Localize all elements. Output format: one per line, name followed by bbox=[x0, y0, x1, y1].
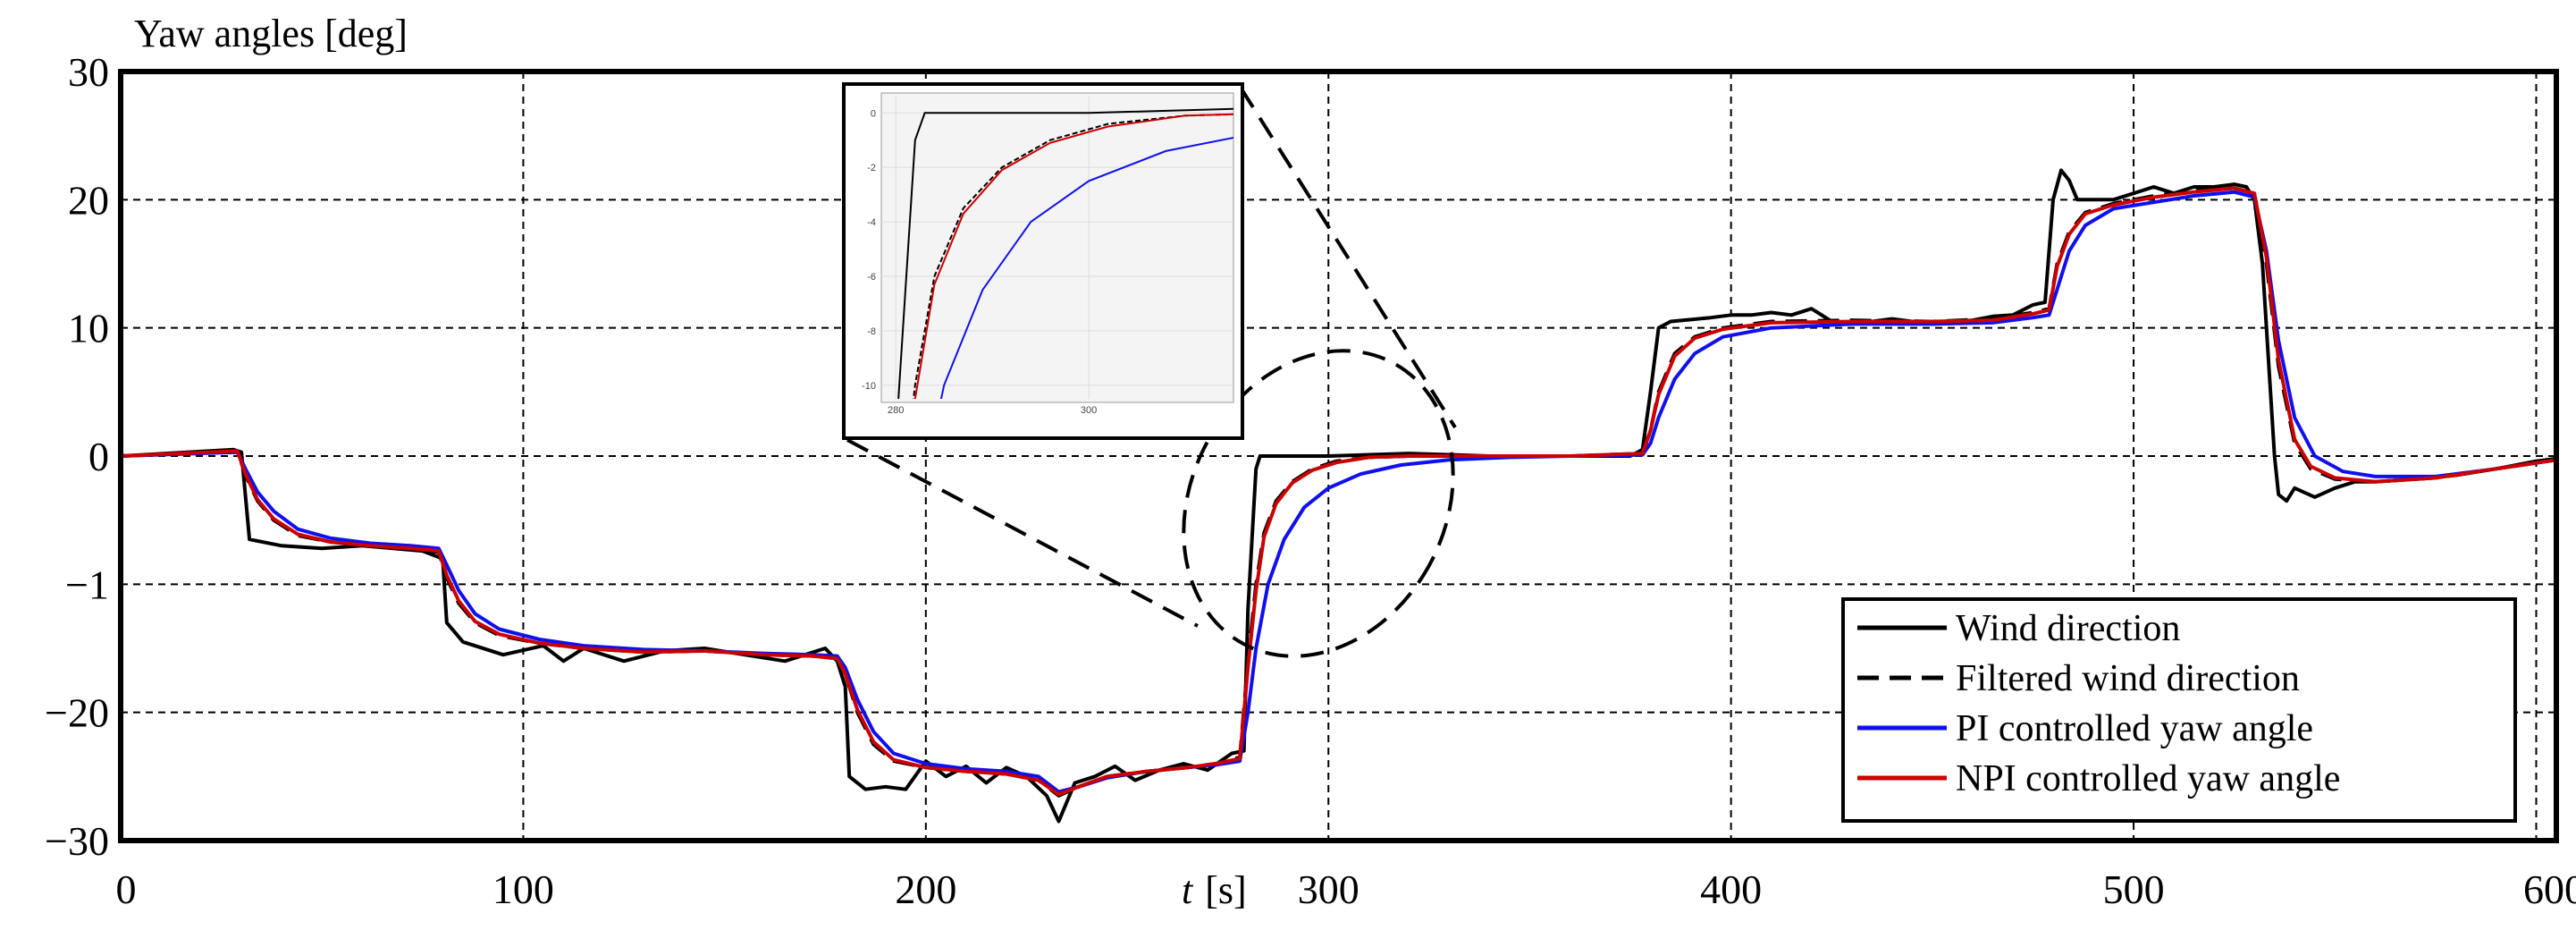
inset-series-line-3 bbox=[913, 113, 1233, 399]
legend: Wind direction Filtered wind direction PI … bbox=[1841, 597, 2517, 823]
x-tick-label: 300 bbox=[1298, 867, 1360, 912]
inset-series-line-1 bbox=[912, 113, 1233, 399]
x-tick-label: 600 bbox=[2523, 867, 2576, 912]
series-line-3 bbox=[120, 186, 2557, 797]
inset-series-lines bbox=[897, 107, 1233, 399]
plot-frame bbox=[118, 69, 2559, 843]
x-axis-unit: [s] bbox=[1205, 868, 1246, 912]
x-tick-label: 100 bbox=[492, 867, 554, 912]
legend-box bbox=[1841, 597, 2517, 823]
zoom-region-ellipse bbox=[1182, 349, 1455, 658]
zoom-connector-bottom bbox=[846, 438, 1199, 628]
inset-y-tick-label: -4 bbox=[867, 217, 876, 228]
y-axis-label: Yaw angles [deg] bbox=[134, 12, 408, 55]
legend-label-0: Wind direction bbox=[1956, 608, 2180, 649]
inset-y-tick-label: -10 bbox=[862, 381, 876, 392]
inset-series-line-2 bbox=[939, 136, 1233, 399]
inset-x-tick-label: 300 bbox=[1081, 405, 1097, 416]
inset-ticks: 0 -2 -4 -6 -8 -10 280 300 bbox=[862, 108, 1097, 416]
x-axis-ticks: 0 100 200 300 400 500 600 bbox=[116, 867, 2576, 912]
x-axis-variable: t bbox=[1182, 868, 1194, 912]
y-tick-label: 0 bbox=[88, 434, 109, 479]
y-tick-label: −1 bbox=[65, 562, 109, 607]
zoom-inset: 0 -2 -4 -6 -8 -10 280 300 bbox=[842, 82, 1244, 440]
zoom-connector-top bbox=[1239, 86, 1457, 429]
y-tick-label: −20 bbox=[45, 690, 109, 736]
inset-y-tick-label: 0 bbox=[871, 108, 876, 119]
y-tick-label: −30 bbox=[45, 818, 109, 864]
x-tick-label: 0 bbox=[116, 867, 137, 912]
y-axis-ticks: 30 20 10 0 −1 −20 −30 bbox=[45, 49, 109, 864]
inset-y-tick-label: -6 bbox=[867, 272, 876, 283]
y-tick-label: 30 bbox=[68, 49, 109, 95]
y-tick-label: 10 bbox=[68, 306, 109, 351]
inset-plot-area bbox=[880, 92, 1234, 403]
legend-label-2: PI controlled yaw angle bbox=[1956, 708, 2313, 749]
inset-series-line-0 bbox=[897, 107, 1233, 399]
inset-x-tick-label: 280 bbox=[888, 405, 904, 416]
legend-label-3: NPI controlled yaw angle bbox=[1956, 758, 2340, 799]
legend-label-1: Filtered wind direction bbox=[1956, 658, 2300, 699]
inset-y-tick-label: -8 bbox=[867, 326, 876, 337]
series-lines bbox=[120, 168, 2557, 824]
x-tick-label: 200 bbox=[895, 867, 956, 912]
x-tick-label: 400 bbox=[1700, 867, 1762, 912]
x-axis-label: t [s] bbox=[1182, 868, 1247, 912]
y-tick-label: 20 bbox=[68, 177, 109, 223]
series-line-2 bbox=[120, 190, 2557, 794]
inset-y-tick-label: -2 bbox=[867, 163, 876, 173]
x-tick-label: 500 bbox=[2103, 867, 2165, 912]
